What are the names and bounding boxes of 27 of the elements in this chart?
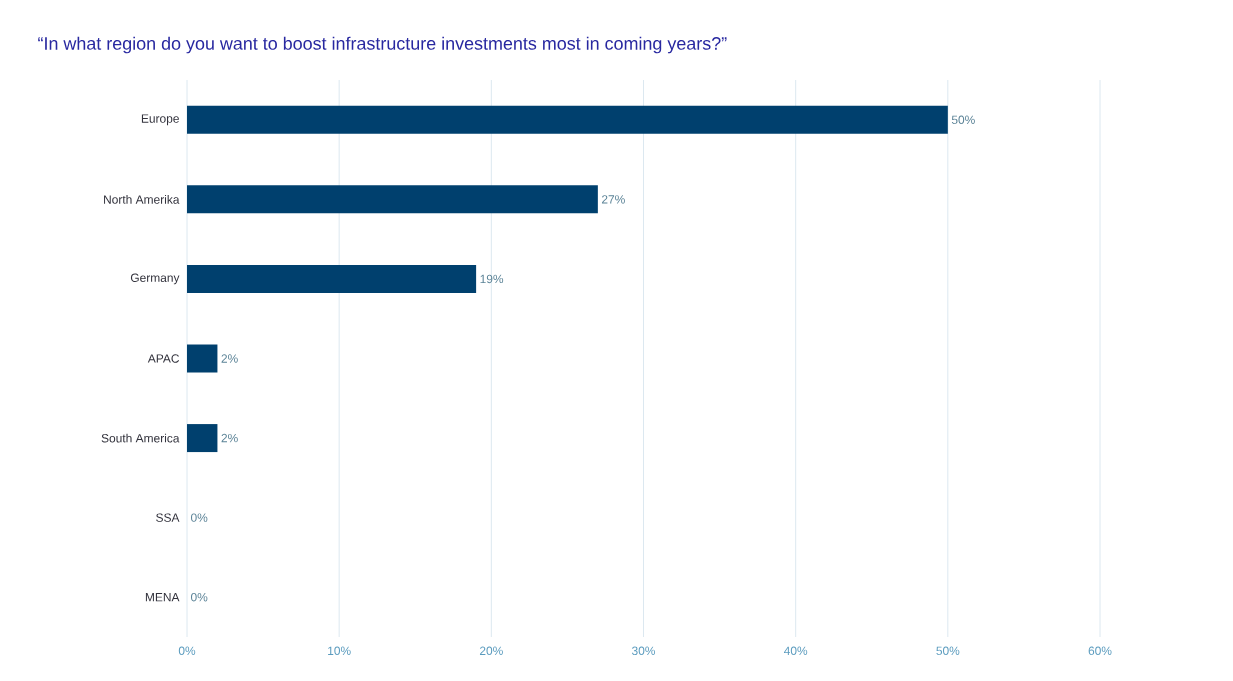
x-tick-label: 20% [479, 646, 503, 655]
bar [187, 105, 948, 134]
data-label: 19% [480, 274, 504, 284]
x-tick-label: 10% [328, 646, 351, 655]
x-tick-label: 0% [178, 646, 196, 655]
data-label: 0% [190, 513, 208, 522]
data-label: 27% [601, 195, 625, 204]
chart-title: “In what region do you want to boost infrastructure investments most in coming years?” [38, 36, 727, 54]
data-label: 2% [221, 354, 238, 363]
y-tick-label: Europe [141, 114, 179, 126]
x-tick-label: 30% [631, 646, 656, 655]
y-tick-label: MENA [145, 593, 180, 602]
x-tick-label: 50% [936, 646, 960, 655]
y-tick-label: SSA [156, 513, 180, 522]
data-label: 2% [221, 433, 238, 443]
bar [187, 264, 477, 293]
x-tick-label: 40% [783, 646, 808, 655]
y-tick-label: Germany [130, 273, 180, 285]
y-tick-label: APAC [147, 354, 180, 363]
bar [187, 344, 218, 373]
y-tick-label: North Amerika [104, 194, 180, 204]
x-tick-label: 60% [1088, 646, 1112, 655]
y-tick-label: South America [101, 433, 180, 443]
bar [187, 424, 218, 453]
data-label: 50% [951, 115, 975, 125]
data-label: 0% [190, 592, 208, 602]
bar [187, 185, 598, 214]
